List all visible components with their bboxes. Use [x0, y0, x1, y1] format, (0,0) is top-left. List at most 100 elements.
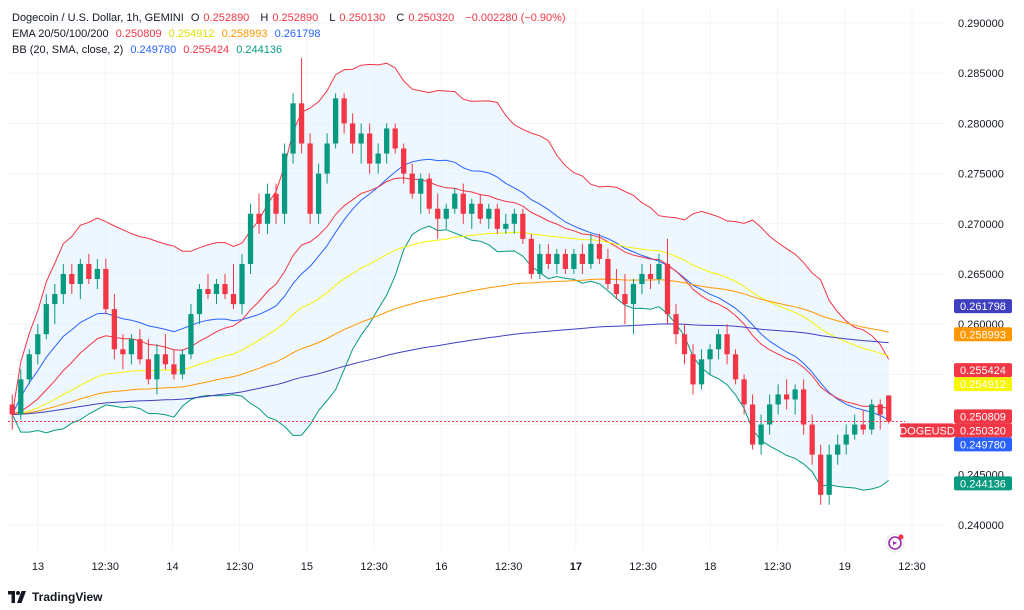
candle	[869, 399, 875, 435]
price-tag-bg	[954, 409, 1012, 424]
candle	[588, 233, 594, 269]
candle	[826, 444, 832, 505]
time-tick-label: 17	[570, 561, 582, 573]
candle	[230, 263, 237, 310]
time-tick-label: 15	[301, 561, 313, 573]
candle-body	[179, 354, 186, 375]
price-tag-label: 0.254912	[960, 379, 1006, 391]
high-value: 0.252890	[272, 12, 319, 24]
candle	[247, 203, 254, 274]
tradingview-name: TradingView	[32, 590, 103, 604]
candle	[579, 243, 586, 274]
candle-body	[256, 213, 262, 224]
candle-body	[375, 153, 381, 164]
price-tick-label: 0.280000	[958, 118, 1004, 130]
candle-body	[596, 243, 603, 259]
candle-body	[392, 128, 398, 149]
price-axis[interactable]: 0.290000 0.285000 0.280000 0.275000 0.270000…	[958, 18, 1004, 532]
candle-body	[511, 213, 517, 224]
close-label: C	[396, 12, 405, 24]
bb-label[interactable]: BB (20, SMA, close, 2)	[12, 44, 124, 56]
candle-body	[562, 253, 569, 269]
candle-body	[418, 178, 424, 194]
time-tick-label: 18	[704, 561, 716, 573]
candle	[698, 349, 705, 390]
time-tick-label: 12:30	[91, 561, 119, 573]
symbol-legend: Dogecoin / U.S. Dollar, 1h, GEMINI O 0.25…	[12, 11, 570, 25]
candle	[188, 304, 194, 360]
candle-body	[247, 213, 254, 264]
price-tick-label: 0.265000	[958, 269, 1004, 281]
ema-label[interactable]: EMA 20/50/100/200	[12, 28, 109, 40]
candle-body	[503, 223, 509, 229]
candle	[409, 163, 415, 199]
candle-body	[869, 404, 875, 430]
candle	[26, 349, 32, 385]
bb-lower-line	[11, 225, 889, 491]
ema50-value: 0.254912	[168, 28, 215, 40]
candle	[715, 329, 722, 360]
candle	[783, 379, 790, 410]
candle	[469, 198, 475, 229]
candle	[511, 208, 517, 234]
bb-basis-line	[11, 158, 889, 421]
candle	[818, 444, 824, 505]
candle-body	[698, 359, 705, 385]
candle-body	[622, 294, 628, 305]
candle-body	[239, 263, 245, 305]
candle	[401, 143, 407, 184]
candle-body	[613, 284, 620, 295]
candle-body	[707, 349, 713, 360]
symbol-title[interactable]: Dogecoin / U.S. Dollar, 1h, GEMINI	[12, 12, 184, 24]
candle-body	[630, 284, 637, 305]
candle-body	[528, 238, 534, 274]
ema20-line	[12, 177, 889, 415]
price-tag: 0.244136	[954, 476, 1012, 491]
alert-icon[interactable]	[885, 533, 905, 553]
change-value: −0.002280 (−0.90%)	[465, 12, 566, 24]
time-tick-label: 14	[166, 561, 178, 573]
close-value: 0.250320	[408, 12, 455, 24]
price-tag: 0.258993	[954, 327, 1012, 342]
price-tick-label: 0.275000	[958, 169, 1004, 181]
candle	[18, 369, 24, 420]
symbol-tag-label: DOGEUSD	[899, 425, 955, 437]
candle-body	[205, 289, 211, 295]
candle-body	[877, 404, 883, 415]
candle	[724, 324, 730, 365]
price-tag-bg	[954, 363, 1012, 378]
candle-body	[452, 193, 458, 209]
candle	[239, 253, 245, 315]
candle	[94, 258, 100, 290]
candle-body	[435, 208, 441, 219]
candle-body	[741, 379, 747, 405]
time-axis[interactable]: 13 12:30 14 12:30 15 12:30 16 12:30 17 12:30 18 12:…	[32, 561, 926, 573]
candle	[375, 143, 381, 174]
candle	[77, 258, 83, 300]
price-tick-label: 0.285000	[958, 68, 1004, 80]
price-tag-bg	[954, 299, 1012, 314]
low-value: 0.250130	[339, 12, 386, 24]
candle-body	[188, 314, 194, 355]
candle-body	[588, 243, 594, 264]
bb-upper-line	[11, 62, 890, 415]
candle	[179, 349, 186, 380]
candle	[630, 279, 637, 335]
candle-body	[818, 454, 824, 495]
candle-body	[749, 404, 756, 445]
candle-body	[520, 213, 526, 239]
candle	[341, 93, 347, 134]
candle	[111, 294, 118, 360]
ema-legend: EMA 20/50/100/200 0.250809 0.254912 0.25…	[12, 27, 324, 41]
candle-body	[681, 334, 688, 355]
candle	[103, 258, 109, 315]
candle	[843, 424, 849, 455]
candle-body	[426, 178, 432, 209]
tradingview-branding[interactable]: TradingView	[8, 590, 102, 604]
candle	[554, 248, 560, 274]
candle	[741, 374, 747, 415]
candle	[732, 349, 739, 385]
candle	[358, 123, 364, 164]
candle	[801, 379, 807, 435]
